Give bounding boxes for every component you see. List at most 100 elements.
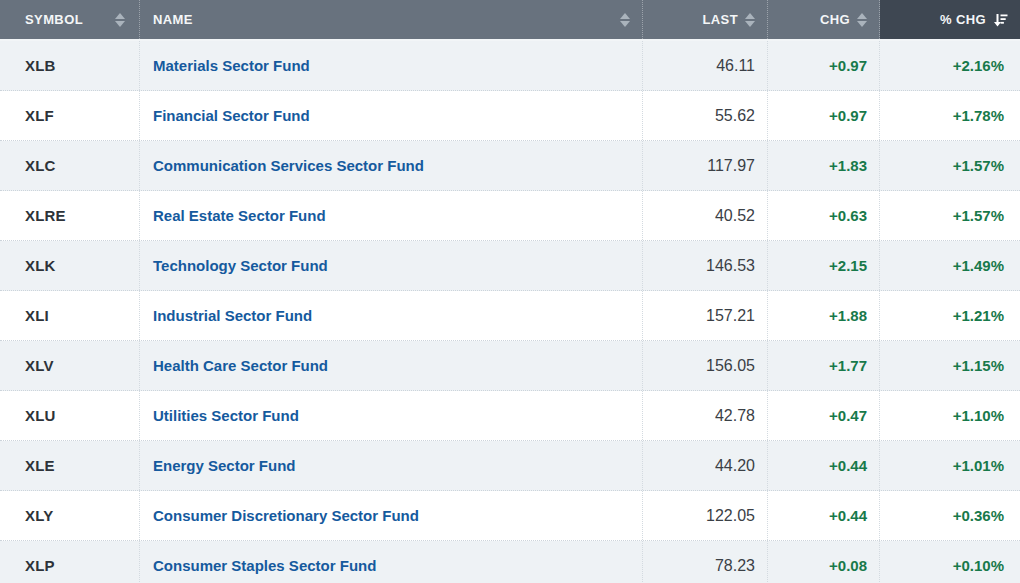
last-cell: 42.78 — [643, 391, 768, 440]
sort-both-icon — [620, 13, 630, 27]
table-row: XLF Financial Sector Fund 55.62 +0.97 +1… — [0, 91, 1020, 141]
chg-value: +0.97 — [829, 107, 867, 124]
table-row: XLRE Real Estate Sector Fund 40.52 +0.63… — [0, 191, 1020, 241]
chg-value: +1.77 — [829, 357, 867, 374]
chg-cell: +0.47 — [768, 391, 880, 440]
last-cell: 40.52 — [643, 191, 768, 240]
sort-descending-icon — [993, 13, 1008, 27]
chg-value: +1.83 — [829, 157, 867, 174]
name-cell: Real Estate Sector Fund — [140, 191, 643, 240]
last-cell: 117.97 — [643, 141, 768, 190]
pct-chg-cell: +1.78% — [880, 91, 1020, 140]
chg-value: +0.44 — [829, 457, 867, 474]
pct-chg-value: +1.49% — [953, 257, 1004, 274]
pct-chg-value: +1.57% — [953, 157, 1004, 174]
chg-cell: +2.15 — [768, 241, 880, 290]
name-cell: Health Care Sector Fund — [140, 341, 643, 390]
symbol-text: XLB — [25, 57, 56, 74]
column-header-chg[interactable]: CHG — [768, 0, 880, 39]
pct-chg-value: +1.01% — [953, 457, 1004, 474]
pct-chg-cell: +1.21% — [880, 291, 1020, 340]
fund-name-link[interactable]: Materials Sector Fund — [153, 57, 310, 74]
last-value: 44.20 — [715, 457, 755, 475]
pct-chg-cell: +1.57% — [880, 191, 1020, 240]
table-row: XLK Technology Sector Fund 146.53 +2.15 … — [0, 241, 1020, 291]
name-cell: Materials Sector Fund — [140, 41, 643, 90]
symbol-text: XLF — [25, 107, 54, 124]
column-header-pct-chg[interactable]: % CHG — [880, 0, 1020, 39]
column-header-name-label: NAME — [153, 12, 193, 27]
fund-name-link[interactable]: Technology Sector Fund — [153, 257, 328, 274]
symbol-text: XLK — [25, 257, 56, 274]
pct-chg-cell: +1.01% — [880, 441, 1020, 490]
symbol-text: XLY — [25, 507, 53, 524]
pct-chg-value: +1.78% — [953, 107, 1004, 124]
pct-chg-value: +1.15% — [953, 357, 1004, 374]
last-value: 117.97 — [707, 157, 755, 175]
name-cell: Financial Sector Fund — [140, 91, 643, 140]
table-row: XLV Health Care Sector Fund 156.05 +1.77… — [0, 341, 1020, 391]
pct-chg-cell: +1.15% — [880, 341, 1020, 390]
chg-cell: +0.97 — [768, 41, 880, 90]
fund-name-link[interactable]: Industrial Sector Fund — [153, 307, 312, 324]
sort-both-icon — [857, 13, 867, 27]
symbol-text: XLE — [25, 457, 55, 474]
pct-chg-cell: +0.36% — [880, 491, 1020, 540]
last-value: 46.11 — [716, 57, 755, 75]
pct-chg-value: +0.36% — [953, 507, 1004, 524]
fund-name-link[interactable]: Communication Services Sector Fund — [153, 157, 424, 174]
fund-name-link[interactable]: Utilities Sector Fund — [153, 407, 299, 424]
symbol-cell: XLB — [0, 41, 140, 90]
symbol-text: XLU — [25, 407, 56, 424]
chg-value: +0.97 — [829, 57, 867, 74]
pct-chg-cell: +1.57% — [880, 141, 1020, 190]
chg-cell: +0.44 — [768, 491, 880, 540]
table-row: XLB Materials Sector Fund 46.11 +0.97 +2… — [0, 41, 1020, 91]
chg-cell: +0.97 — [768, 91, 880, 140]
chg-value: +1.88 — [829, 307, 867, 324]
fund-name-link[interactable]: Energy Sector Fund — [153, 457, 296, 474]
column-header-chg-label: CHG — [820, 12, 850, 27]
column-header-name[interactable]: NAME — [140, 0, 643, 39]
name-cell: Communication Services Sector Fund — [140, 141, 643, 190]
symbol-cell: XLV — [0, 341, 140, 390]
symbol-cell: XLF — [0, 91, 140, 140]
column-header-last-label: LAST — [702, 12, 738, 27]
last-value: 157.21 — [706, 307, 755, 325]
column-header-symbol-label: SYMBOL — [25, 12, 83, 27]
sort-both-icon — [115, 13, 125, 27]
table-row: XLE Energy Sector Fund 44.20 +0.44 +1.01… — [0, 441, 1020, 491]
table-row: XLU Utilities Sector Fund 42.78 +0.47 +1… — [0, 391, 1020, 441]
column-header-symbol[interactable]: SYMBOL — [0, 0, 140, 39]
table-body: XLB Materials Sector Fund 46.11 +0.97 +2… — [0, 41, 1020, 583]
last-value: 55.62 — [715, 107, 755, 125]
chg-value: +0.08 — [829, 557, 867, 574]
fund-name-link[interactable]: Consumer Staples Sector Fund — [153, 557, 376, 574]
pct-chg-value: +2.16% — [953, 57, 1004, 74]
table-row: XLP Consumer Staples Sector Fund 78.23 +… — [0, 541, 1020, 583]
last-cell: 156.05 — [643, 341, 768, 390]
table-row: XLI Industrial Sector Fund 157.21 +1.88 … — [0, 291, 1020, 341]
column-header-last[interactable]: LAST — [643, 0, 768, 39]
fund-name-link[interactable]: Consumer Discretionary Sector Fund — [153, 507, 419, 524]
last-cell: 122.05 — [643, 491, 768, 540]
chg-cell: +0.44 — [768, 441, 880, 490]
fund-name-link[interactable]: Financial Sector Fund — [153, 107, 310, 124]
pct-chg-cell: +0.10% — [880, 541, 1020, 583]
symbol-cell: XLP — [0, 541, 140, 583]
last-cell: 46.11 — [643, 41, 768, 90]
pct-chg-value: +1.10% — [953, 407, 1004, 424]
symbol-cell: XLE — [0, 441, 140, 490]
fund-name-link[interactable]: Real Estate Sector Fund — [153, 207, 326, 224]
chg-cell: +1.88 — [768, 291, 880, 340]
symbol-cell: XLRE — [0, 191, 140, 240]
symbol-text: XLP — [25, 557, 55, 574]
table-row: XLY Consumer Discretionary Sector Fund 1… — [0, 491, 1020, 541]
symbol-text: XLRE — [25, 207, 66, 224]
last-cell: 55.62 — [643, 91, 768, 140]
pct-chg-value: +1.57% — [953, 207, 1004, 224]
fund-name-link[interactable]: Health Care Sector Fund — [153, 357, 328, 374]
symbol-cell: XLK — [0, 241, 140, 290]
sector-funds-table: SYMBOL NAME LAST CHG % CHG — [0, 0, 1020, 583]
last-value: 40.52 — [715, 207, 755, 225]
